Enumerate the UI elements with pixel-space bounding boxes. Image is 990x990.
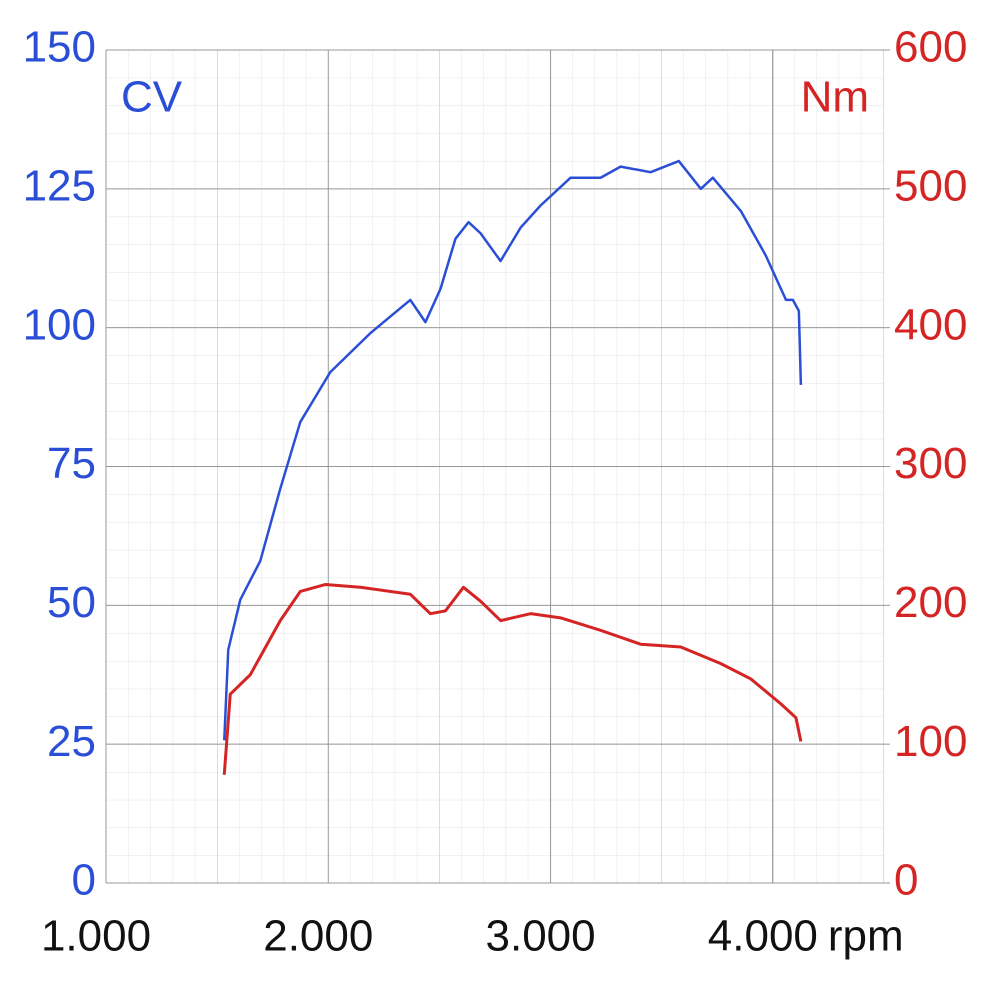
y-tick-label: 25 (47, 717, 96, 766)
y-tick-label: 50 (47, 578, 96, 627)
x-tick-label: 1.000 (41, 912, 151, 961)
y2-tick-label: 0 (894, 856, 918, 905)
y-tick-label: 125 (23, 161, 96, 210)
y2-tick-label: 300 (894, 439, 967, 488)
y2-tick-label: 600 (894, 23, 967, 72)
y2-axis-label: Nm (801, 73, 869, 122)
y2-tick-label: 200 (894, 578, 967, 627)
x-tick-label: 3.000 (486, 912, 596, 961)
y-tick-label: 0 (72, 856, 96, 905)
plot: 0 25 50 75 100 125 150 0 100 200 300 400 500 600 1.000… (23, 23, 968, 961)
y-tick-label: 100 (23, 300, 96, 349)
y-tick-label: 75 (47, 439, 96, 488)
series-line (223, 159, 803, 741)
x-axis-label: rpm (828, 912, 904, 961)
x-tick-label: 4.000 (708, 912, 818, 961)
y-axis-label: CV (121, 73, 183, 122)
y-tick-label: 150 (23, 23, 96, 72)
x-tick-label: 2.000 (263, 912, 373, 961)
y2-tick-label: 500 (894, 161, 967, 210)
y2-tick-label: 100 (894, 717, 967, 766)
y2-tick-label: 400 (894, 300, 967, 349)
series-line (222, 583, 803, 775)
